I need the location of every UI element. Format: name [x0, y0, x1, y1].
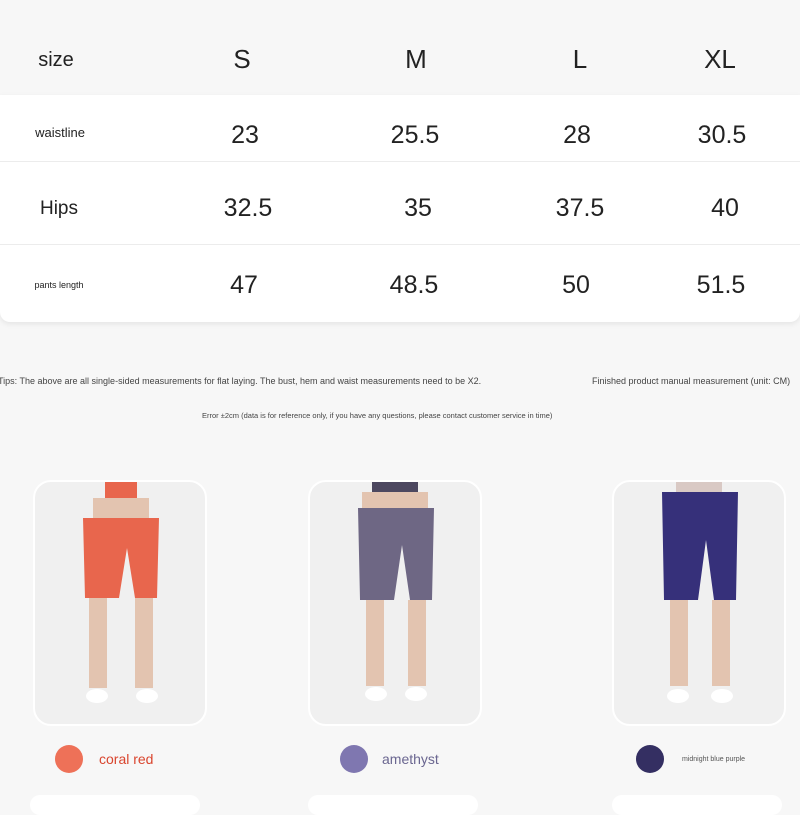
header-s: S [233, 44, 251, 74]
product-image-coral-red[interactable] [33, 480, 207, 726]
header-size: size [38, 49, 74, 71]
product-image-midnight-blue-purple[interactable] [612, 480, 786, 726]
tips-note: Tips: The above are all single-sided mea… [0, 376, 482, 386]
next-product-card [612, 795, 782, 815]
size-header-row: size S M L XL [0, 30, 800, 92]
table-row-pants-length: pants length 47 48.5 50 51.5 [0, 245, 800, 322]
size-table: waistline 23 25.5 28 30.5 Hips 32.5 35 3… [0, 95, 800, 322]
header-l: L [572, 44, 588, 74]
swatch-amethyst[interactable] [340, 745, 368, 773]
product-image-amethyst[interactable] [308, 480, 482, 726]
swatch-coral-red[interactable] [55, 745, 83, 773]
row-label: waistline [35, 125, 85, 140]
color-name-midnight-blue-purple: midnight blue purple [682, 756, 746, 763]
color-name-amethyst: amethyst [382, 751, 439, 767]
table-row-waistline: waistline 23 25.5 28 30.5 [0, 95, 800, 162]
header-xl: XL [704, 44, 736, 74]
cell: 50 [562, 271, 590, 299]
table-row-hips: Hips 32.5 35 37.5 40 [0, 162, 800, 245]
swatch-midnight-blue-purple[interactable] [636, 745, 664, 773]
cell: 51.5 [696, 271, 746, 299]
cell: 23 [231, 121, 259, 149]
cell: 48.5 [389, 271, 439, 299]
row-label: pants length [34, 280, 84, 290]
next-product-card [30, 795, 200, 815]
cell: 28 [563, 121, 591, 149]
cell: 25.5 [390, 121, 440, 149]
cell: 37.5 [555, 194, 605, 222]
cell: 30.5 [697, 121, 747, 149]
cell: 32.5 [223, 194, 273, 222]
cell: 35 [404, 194, 432, 222]
cell: 47 [230, 271, 258, 299]
header-m: M [405, 44, 427, 74]
unit-note: Finished product manual measurement (uni… [592, 376, 791, 386]
color-name-coral-red: coral red [99, 751, 154, 767]
error-note: Error ±2cm (data is for reference only, … [202, 411, 553, 420]
next-product-card [308, 795, 478, 815]
cell: 40 [711, 194, 739, 222]
row-label: Hips [39, 198, 79, 219]
